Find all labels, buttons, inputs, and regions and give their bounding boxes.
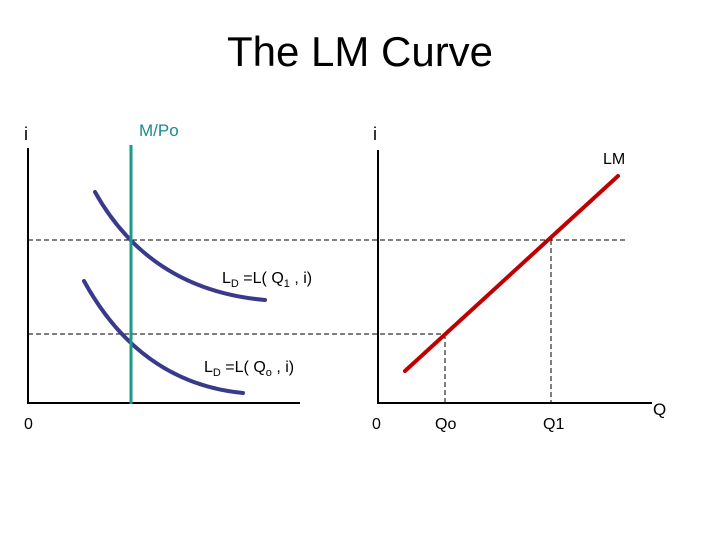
right-origin-label: 0 (372, 416, 381, 433)
right-y-axis-label: i (373, 124, 377, 144)
money-demand-label-q1: LD =L( Q1 , i) (222, 270, 312, 290)
lm-curve (403, 174, 620, 373)
money-demand-curve-qo (82, 279, 245, 395)
tick-label-q1: Q1 (543, 416, 564, 433)
slide-title: The LM Curve (226, 28, 494, 75)
money-demand-curve-q1 (93, 190, 267, 302)
x-axis-label-q: Q (653, 400, 666, 419)
money-demand-label-qo: LD =L( Qo , i) (204, 359, 294, 379)
left-y-axis-label: i (24, 124, 28, 144)
tick-label-qo: Qo (435, 416, 456, 433)
money-supply-label: M/Po (139, 121, 179, 140)
lm-curve-label: LM (603, 151, 625, 168)
left-origin-label: 0 (24, 416, 33, 433)
